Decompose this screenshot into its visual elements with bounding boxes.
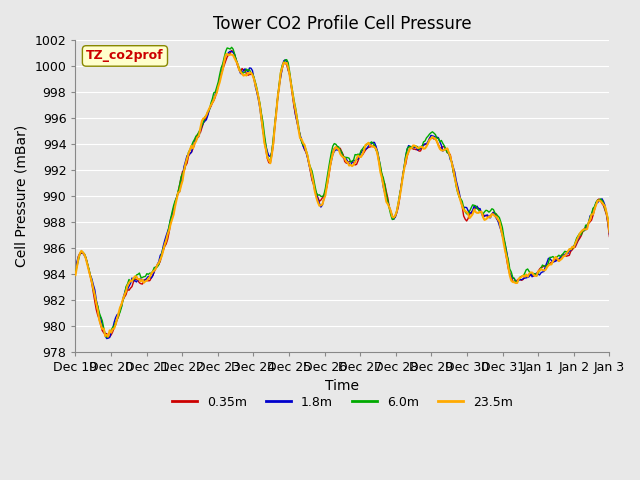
Legend: 0.35m, 1.8m, 6.0m, 23.5m: 0.35m, 1.8m, 6.0m, 23.5m [168,391,518,414]
X-axis label: Time: Time [326,379,360,393]
Title: Tower CO2 Profile Cell Pressure: Tower CO2 Profile Cell Pressure [213,15,472,33]
Text: TZ_co2prof: TZ_co2prof [86,49,164,62]
Y-axis label: Cell Pressure (mBar): Cell Pressure (mBar) [15,125,29,267]
